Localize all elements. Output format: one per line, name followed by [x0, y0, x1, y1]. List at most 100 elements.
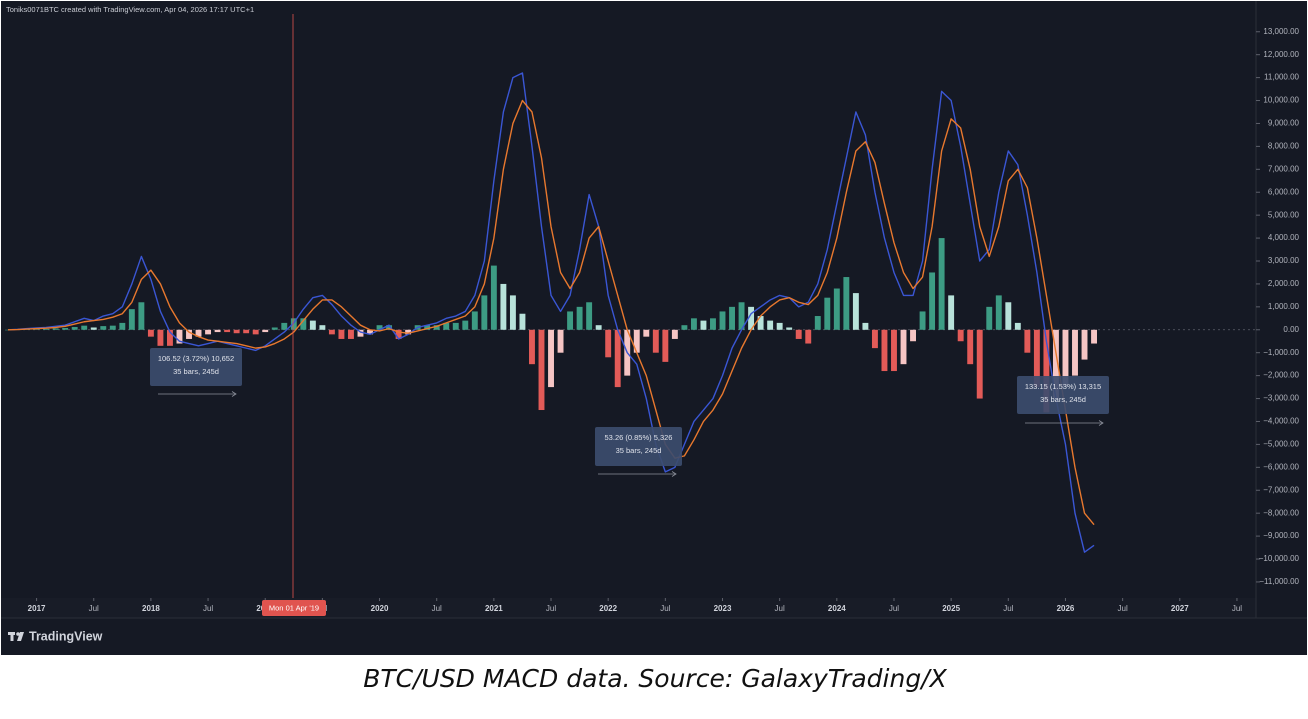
- histogram-bar: [395, 329, 402, 339]
- histogram-bar: [109, 325, 116, 330]
- y-tick-label: −4,000.00: [1263, 417, 1299, 426]
- x-tick-label: Jul: [660, 604, 670, 613]
- histogram-bar: [671, 329, 678, 339]
- histogram-bar: [881, 329, 888, 372]
- y-tick-label: 13,000.00: [1263, 27, 1299, 36]
- y-tick-label: −8,000.00: [1263, 508, 1299, 517]
- histogram-bar: [262, 329, 269, 333]
- histogram-bar: [548, 329, 554, 388]
- y-tick-label: 12,000.00: [1263, 50, 1299, 59]
- histogram-bar: [814, 316, 821, 330]
- histogram-bar: [824, 297, 831, 330]
- histogram-bar: [157, 329, 164, 346]
- histogram-bar: [767, 320, 774, 330]
- histogram-bar: [786, 327, 793, 330]
- histogram-bar: [348, 329, 354, 339]
- histogram-bar: [1033, 329, 1040, 388]
- y-tick-label: −3,000.00: [1263, 394, 1299, 403]
- histogram-bar: [328, 329, 335, 335]
- histogram-bar: [719, 311, 726, 330]
- histogram-bar: [852, 293, 859, 330]
- histogram-bar: [462, 320, 469, 330]
- histogram-bar: [700, 320, 707, 330]
- measure-arrow-head: [231, 391, 237, 397]
- histogram-bar: [843, 277, 850, 330]
- histogram-bar: [529, 329, 535, 365]
- histogram-bar: [967, 329, 974, 365]
- histogram-bar: [62, 327, 69, 330]
- histogram-bar: [167, 329, 173, 346]
- histogram-bar: [586, 302, 593, 330]
- x-tick-label: 2018: [142, 604, 160, 613]
- histogram-bar: [90, 327, 97, 330]
- histogram-bar: [290, 318, 297, 330]
- histogram-bar: [795, 329, 802, 339]
- logo-part: [17, 632, 24, 641]
- histogram-bar: [300, 318, 307, 330]
- histogram-bar: [519, 313, 526, 330]
- histogram-bar: [128, 309, 135, 330]
- histogram-bar: [452, 322, 459, 330]
- histogram-bar: [386, 325, 393, 330]
- y-tick-label: −2,000.00: [1263, 371, 1299, 380]
- histogram-bar: [871, 329, 878, 349]
- histogram-bar: [509, 295, 516, 330]
- histogram-bar: [729, 306, 735, 330]
- histogram-bar: [405, 329, 412, 335]
- y-tick-label: 2,000.00: [1268, 279, 1300, 288]
- histogram-bar: [252, 329, 259, 335]
- y-tick-label: 10,000.00: [1263, 96, 1299, 105]
- histogram-bar: [738, 302, 745, 330]
- macd-line: [7, 99, 1095, 526]
- measure-text: 35 bars, 245d: [616, 446, 662, 455]
- caption: BTC/USD MACD data. Source: GalaxyTrading…: [363, 664, 947, 693]
- y-tick-label: −6,000.00: [1263, 462, 1299, 471]
- histogram-bar: [367, 329, 373, 335]
- histogram-bar: [614, 329, 621, 388]
- y-tick-label: −10,000.00: [1259, 554, 1300, 563]
- histogram-bar: [52, 328, 59, 330]
- histogram-bar: [995, 295, 1002, 330]
- histogram-bar: [147, 329, 154, 337]
- histogram-bar: [1005, 302, 1012, 330]
- histogram-bar: [891, 329, 897, 372]
- x-tick-label: 2024: [828, 604, 846, 613]
- histogram-bar: [948, 295, 955, 330]
- x-tick-label: Jul: [1003, 604, 1013, 613]
- histogram-bar: [900, 329, 907, 365]
- histogram-bar: [424, 325, 431, 330]
- x-tick-label: Jul: [1118, 604, 1128, 613]
- histogram-bar: [119, 322, 126, 330]
- y-tick-label: 9,000.00: [1268, 119, 1300, 128]
- histogram-bar: [1072, 329, 1078, 376]
- histogram-bar: [357, 329, 364, 337]
- histogram-bar: [710, 318, 716, 330]
- histogram-bar: [538, 329, 545, 411]
- histogram-bar: [309, 320, 316, 330]
- x-tick-label: 2023: [714, 604, 732, 613]
- histogram-bar: [976, 329, 983, 399]
- histogram-bar: [195, 329, 202, 337]
- x-tick-label: 2025: [942, 604, 960, 613]
- measure-arrow-head: [1098, 420, 1104, 426]
- histogram-bar: [1091, 329, 1097, 344]
- histogram-bar: [281, 322, 288, 330]
- histogram-bar: [319, 325, 326, 330]
- histogram-bar: [214, 329, 221, 333]
- plot: 13,000.00 12,000.00 11,000.00 10,000.00 9,00…: [5, 14, 1300, 616]
- y-tick-label: −9,000.00: [1263, 531, 1299, 540]
- histogram-bar: [652, 329, 659, 353]
- y-tick-label: 4,000.00: [1268, 233, 1300, 242]
- histogram-bar: [862, 322, 869, 330]
- histogram-bar: [33, 329, 40, 330]
- x-tick-label: Jul: [775, 604, 785, 613]
- histogram-bar: [633, 329, 640, 353]
- histogram-bar: [443, 322, 450, 330]
- x-tick-label: Jul: [1232, 604, 1242, 613]
- histogram-bar: [243, 329, 250, 334]
- histogram-bar: [681, 325, 688, 330]
- histogram-bar: [833, 288, 840, 330]
- histogram-bar: [176, 329, 183, 344]
- histogram-bar: [957, 329, 964, 342]
